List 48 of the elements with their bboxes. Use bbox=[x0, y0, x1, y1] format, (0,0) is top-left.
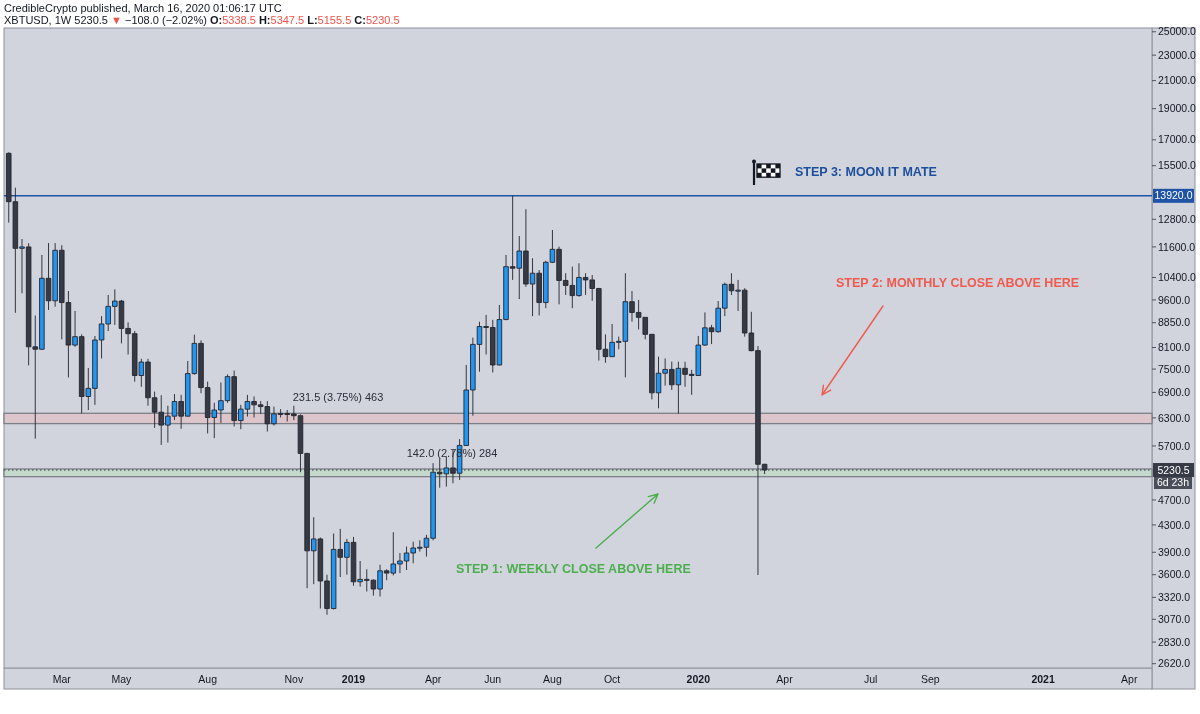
y-tick-label: 8100.0 bbox=[1158, 341, 1191, 354]
y-tick-label: 5700.0 bbox=[1158, 439, 1191, 452]
x-tick-label: Mar bbox=[52, 673, 72, 685]
y-tick-label: 7500.0 bbox=[1158, 362, 1191, 375]
x-tick-label: May bbox=[111, 673, 133, 685]
annotation: STEP 1: WEEKLY CLOSE ABOVE HERE bbox=[456, 562, 691, 576]
y-tick-label: 9600.0 bbox=[1158, 293, 1191, 306]
x-tick-label: Sep bbox=[921, 673, 940, 685]
x-tick-label: Oct bbox=[603, 673, 621, 685]
y-tick-label: 11600.0 bbox=[1158, 240, 1196, 253]
y-tick-label: 15500.0 bbox=[1158, 159, 1197, 172]
y-tick-label: 3320.0 bbox=[1158, 591, 1191, 604]
y-tick-label: 2830.0 bbox=[1158, 635, 1191, 648]
x-tick-label: 2021 bbox=[1031, 673, 1055, 685]
y-tick-label: 4300.0 bbox=[1158, 518, 1191, 531]
y-tick-label: 3070.0 bbox=[1158, 612, 1191, 625]
y-tick-label: 3600.0 bbox=[1158, 568, 1191, 581]
x-tick-label: Jun bbox=[484, 673, 502, 685]
y-tick-label: 17000.0 bbox=[1158, 133, 1197, 146]
band-label: 231.5 (3.75%) 463 bbox=[292, 391, 384, 404]
y-tick-label: 25000.0 bbox=[1158, 25, 1197, 38]
text: XBTUSD, 1W 5230.5 ▼ −108.0 (−2.02%) O:5338.5 H:5347.5 L:5155.5 C:5230.5 bbox=[4, 14, 400, 26]
x-tick-label: Apr bbox=[424, 673, 442, 685]
y-tick-label: 8850.0 bbox=[1158, 316, 1191, 329]
y-tick-label: 3900.0 bbox=[1158, 545, 1191, 558]
x-tick-label: Jul bbox=[863, 673, 878, 685]
x-tick-label: Apr bbox=[1121, 673, 1138, 685]
y-tick-label: 23000.0 bbox=[1158, 48, 1197, 61]
y-tick-label: 6300.0 bbox=[1158, 411, 1191, 424]
y-tick-label: 12800.0 bbox=[1158, 212, 1197, 225]
x-tick-label: Nov bbox=[284, 673, 304, 685]
annotation: STEP 2: MONTHLY CLOSE ABOVE HERE bbox=[836, 276, 1080, 290]
y-tick-label: 10400.0 bbox=[1158, 271, 1197, 284]
x-tick-label: Aug bbox=[198, 673, 218, 685]
x-tick-label: 2019 bbox=[341, 673, 366, 685]
y-tick-label: 21000.0 bbox=[1158, 74, 1197, 87]
annotation: STEP 3: MOON IT MATE bbox=[795, 165, 937, 179]
y-tick-label: 4700.0 bbox=[1158, 493, 1191, 506]
ref-line-label: 13920.0 bbox=[1154, 189, 1193, 202]
x-tick-label: Apr bbox=[776, 673, 794, 685]
y-tick-label: 19000.0 bbox=[1158, 102, 1197, 115]
text: 6d 23h bbox=[1156, 475, 1190, 488]
y-tick-label: 2620.0 bbox=[1158, 657, 1191, 670]
x-tick-label: Aug bbox=[543, 673, 562, 685]
x-tick-label: 2020 bbox=[686, 673, 711, 685]
ref-line-label: 5230.5 bbox=[1157, 463, 1190, 476]
chart-title: CredibleCrypto published, March 16, 2020 01:06:17 UTC bbox=[4, 2, 282, 14]
y-tick-label: 6900.0 bbox=[1158, 386, 1191, 399]
